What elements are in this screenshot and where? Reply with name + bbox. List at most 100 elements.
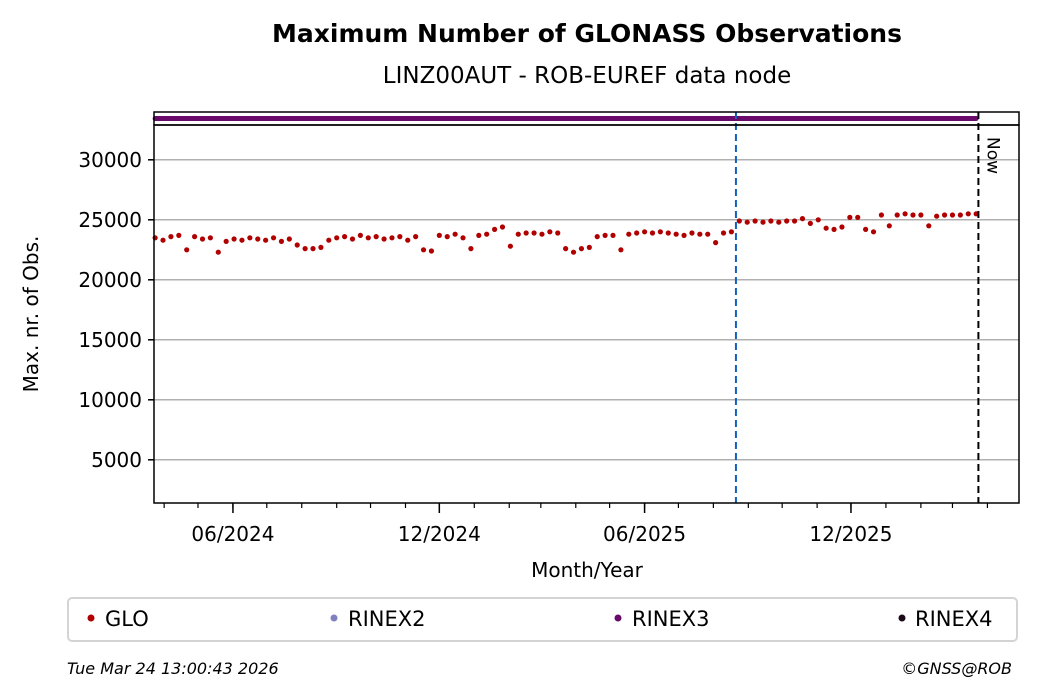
x-tick-label: 06/2025	[603, 522, 686, 546]
data-point-glo	[657, 229, 663, 235]
data-point-glo	[207, 235, 213, 241]
y-tick-label: 25000	[78, 208, 142, 232]
data-point-glo	[886, 223, 892, 229]
data-point-glo	[807, 220, 813, 226]
data-point-glo	[799, 216, 806, 222]
data-point-glo	[602, 232, 608, 238]
data-point-glo	[168, 234, 174, 240]
data-point-glo	[918, 212, 924, 218]
y-tick-label: 30000	[78, 148, 142, 172]
data-point-glo	[405, 237, 411, 243]
x-axis-label: Month/Year	[531, 558, 644, 582]
chart-title: Maximum Number of GLONASS Observations	[272, 19, 902, 48]
data-point-glo	[523, 230, 529, 236]
data-point-glo	[831, 226, 837, 232]
data-point-glo	[215, 249, 221, 255]
data-point-glo	[223, 238, 229, 244]
x-axis: 06/2024 12/2024 06/2025 12/2025	[163, 503, 989, 546]
data-point-glo	[270, 235, 277, 241]
data-point-glo	[263, 237, 269, 243]
data-point-glo	[231, 236, 237, 242]
data-point-glo	[507, 243, 513, 249]
data-point-glo	[705, 231, 711, 237]
data-point-glo	[310, 246, 316, 252]
data-point-glo	[847, 214, 853, 220]
data-point-glo	[776, 219, 782, 225]
data-point-glo	[870, 229, 877, 235]
legend-item-rinex2: RINEX2	[330, 607, 426, 631]
data-point-glo	[965, 211, 971, 217]
legend: GLO RINEX2 RINEX3 RINEX4	[67, 597, 1018, 642]
legend-marker-glo	[87, 614, 95, 622]
data-point-glo	[302, 246, 308, 252]
data-point-glo	[547, 229, 553, 235]
data-point-glo	[823, 225, 829, 231]
y-axis: 5000 10000 15000 20000 25000 30000	[78, 148, 154, 472]
y-tick-label: 15000	[78, 328, 142, 352]
data-point-glo	[160, 237, 166, 243]
data-point-glo	[744, 219, 750, 225]
data-point-glo	[768, 218, 774, 224]
data-point-glo	[665, 230, 671, 236]
data-point-glo	[341, 234, 348, 240]
data-point-glo	[720, 230, 727, 236]
y-axis-label: Max. nr. of Obs.	[19, 236, 43, 393]
data-point-glo	[618, 247, 624, 253]
data-point-glo	[278, 238, 285, 244]
data-points	[152, 211, 979, 255]
data-point-glo	[902, 211, 908, 217]
y-tick-label: 10000	[78, 388, 142, 412]
data-point-glo	[586, 244, 592, 250]
data-point-glo	[176, 232, 182, 238]
legend-item-rinex3: RINEX3	[614, 607, 710, 631]
data-point-glo	[318, 244, 324, 250]
data-point-glo	[444, 234, 450, 240]
data-point-glo	[697, 231, 703, 237]
data-point-glo	[428, 248, 435, 254]
legend-marker-rinex4	[898, 614, 906, 622]
data-point-glo	[389, 235, 395, 241]
data-point-glo	[199, 236, 206, 242]
y-tick-label: 20000	[78, 268, 142, 292]
data-point-glo	[957, 212, 963, 218]
y-tick-label: 5000	[91, 448, 142, 472]
data-point-glo	[736, 218, 742, 224]
data-point-glo	[649, 230, 656, 236]
data-point-glo	[894, 212, 900, 218]
reference-lines: Now	[734, 112, 1002, 503]
legend-item-rinex4: RINEX4	[898, 607, 993, 631]
legend-label-rinex2: RINEX2	[348, 607, 426, 631]
data-point-glo	[578, 246, 585, 252]
data-point-glo	[641, 229, 648, 235]
data-point-glo	[326, 237, 332, 243]
data-point-glo	[286, 236, 292, 242]
data-point-glo	[452, 231, 458, 237]
data-point-glo	[949, 212, 956, 218]
data-point-glo	[499, 224, 506, 230]
data-point-glo	[570, 249, 577, 255]
data-point-glo	[839, 224, 845, 230]
data-point-glo	[491, 226, 498, 232]
data-point-glo	[681, 232, 687, 238]
data-point-glo	[555, 230, 561, 236]
data-point-glo	[381, 236, 387, 242]
footer-timestamp: Tue Mar 24 13:00:43 2026	[67, 659, 279, 678]
data-point-glo	[515, 231, 521, 237]
data-point-glo	[184, 247, 190, 253]
data-point-glo	[484, 231, 490, 237]
data-point-glo	[610, 232, 616, 238]
data-point-glo	[855, 214, 861, 220]
plot-frame	[153, 124, 1020, 504]
data-point-glo	[531, 230, 537, 236]
data-point-glo	[460, 235, 466, 241]
data-point-glo	[247, 235, 253, 241]
legend-marker-rinex3	[614, 614, 622, 622]
footer-copyright: ©GNSS@ROB	[901, 659, 1012, 678]
chart-subtitle: LINZ00AUT - ROB-EUREF data node	[383, 63, 791, 89]
data-point-glo	[594, 234, 600, 240]
data-point-glo	[294, 242, 300, 248]
data-point-glo	[784, 218, 790, 224]
data-point-glo	[365, 235, 371, 241]
data-point-glo	[673, 231, 679, 237]
